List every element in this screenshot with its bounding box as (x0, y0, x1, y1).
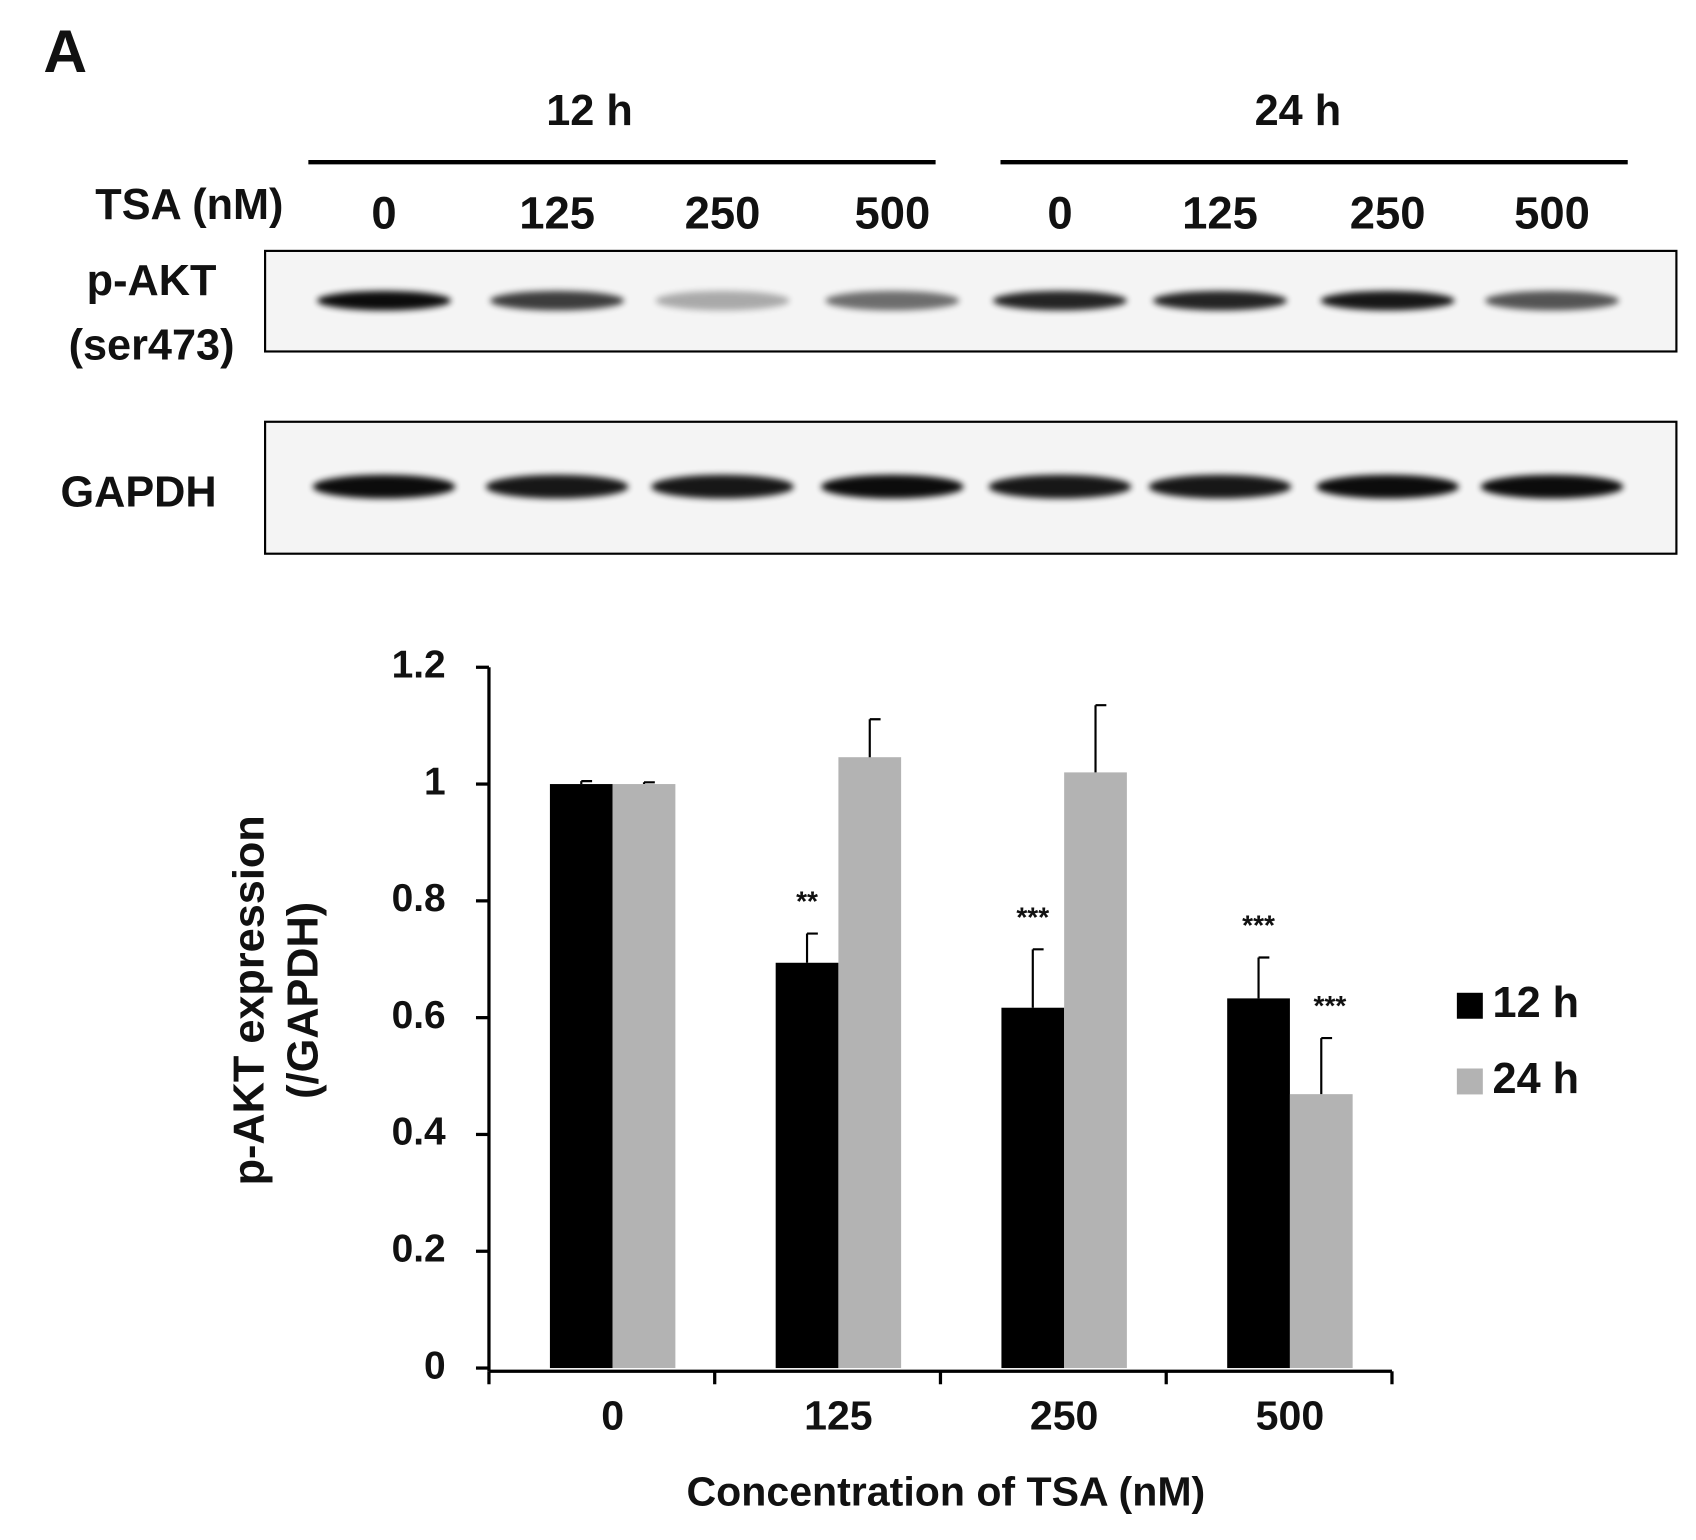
band (1484, 290, 1620, 311)
y-tick-label: 0 (424, 1344, 446, 1387)
legend-swatch (1456, 992, 1483, 1019)
band (485, 474, 629, 499)
error-bar (805, 932, 818, 963)
band (312, 474, 456, 499)
blot-row-label: p-AKT (87, 257, 217, 305)
bar (1227, 998, 1290, 1369)
band (490, 290, 625, 311)
band (988, 474, 1132, 499)
significance: *** (1314, 990, 1347, 1021)
x-tick-label: 500 (1256, 1393, 1325, 1439)
band (651, 474, 794, 499)
blot-box (264, 249, 1678, 353)
band (992, 290, 1128, 311)
x-tick-label: 250 (1030, 1393, 1099, 1439)
error-bar (642, 781, 655, 785)
legend-label: 12 h (1493, 979, 1580, 1027)
y-tick-label: 0.4 (392, 1111, 446, 1154)
y-tick-label: 0.8 (392, 877, 446, 920)
error-bar (1031, 948, 1044, 1008)
error-bar (580, 780, 593, 785)
panel-label: A (43, 17, 87, 85)
y-tick-label: 1.2 (392, 644, 446, 687)
lane-label: 125 (1182, 187, 1258, 238)
band (820, 474, 964, 499)
blot-box (264, 420, 1678, 555)
lane-label: 0 (371, 187, 396, 238)
lane-label: 500 (854, 187, 930, 238)
legend-swatch (1456, 1068, 1483, 1095)
band (1152, 290, 1288, 311)
lane-label: 250 (1350, 187, 1426, 238)
dose-label: TSA (nM) (95, 181, 283, 229)
bar (775, 962, 839, 1369)
band (825, 290, 960, 311)
band (317, 290, 452, 311)
bar (612, 784, 676, 1369)
blot-bands (312, 290, 1624, 499)
band (655, 290, 790, 311)
bar (1289, 1094, 1353, 1369)
y-axis-label: (/GAPDH) (280, 902, 328, 1099)
time-group-label: 24 h (1255, 87, 1342, 135)
bar (1064, 772, 1127, 1369)
bar (1001, 1007, 1065, 1369)
y-axis-label: p-AKT expression (226, 815, 274, 1185)
error-bar (868, 718, 881, 758)
blot-row-label: (ser473) (69, 322, 235, 370)
significance: ** (796, 886, 818, 917)
time-group-label: 12 h (546, 87, 633, 135)
error-bar (1320, 1037, 1333, 1095)
x-tick-label: 0 (601, 1393, 624, 1439)
lane-label: 0 (1047, 187, 1072, 238)
y-tick-label: 1 (424, 760, 446, 803)
significance: *** (1016, 901, 1049, 932)
lane-label: 250 (685, 187, 761, 238)
y-tick-label: 0.6 (392, 994, 446, 1037)
band (1320, 290, 1455, 311)
band (1316, 474, 1460, 499)
blot-row-label: GAPDH (60, 469, 216, 517)
significance: *** (1242, 910, 1275, 941)
error-bar (1257, 956, 1270, 999)
lane-label: 125 (519, 187, 595, 238)
x-axis-label: Concentration of TSA (nM) (687, 1468, 1206, 1514)
x-tick-label: 125 (804, 1393, 873, 1439)
error-bar (1094, 704, 1107, 773)
y-tick-label: 0.2 (392, 1228, 446, 1271)
lane-label: 500 (1514, 187, 1590, 238)
band (1148, 474, 1292, 499)
band (1480, 474, 1624, 499)
bar (549, 784, 613, 1369)
legend-label: 24 h (1493, 1055, 1580, 1103)
bar (838, 757, 902, 1369)
